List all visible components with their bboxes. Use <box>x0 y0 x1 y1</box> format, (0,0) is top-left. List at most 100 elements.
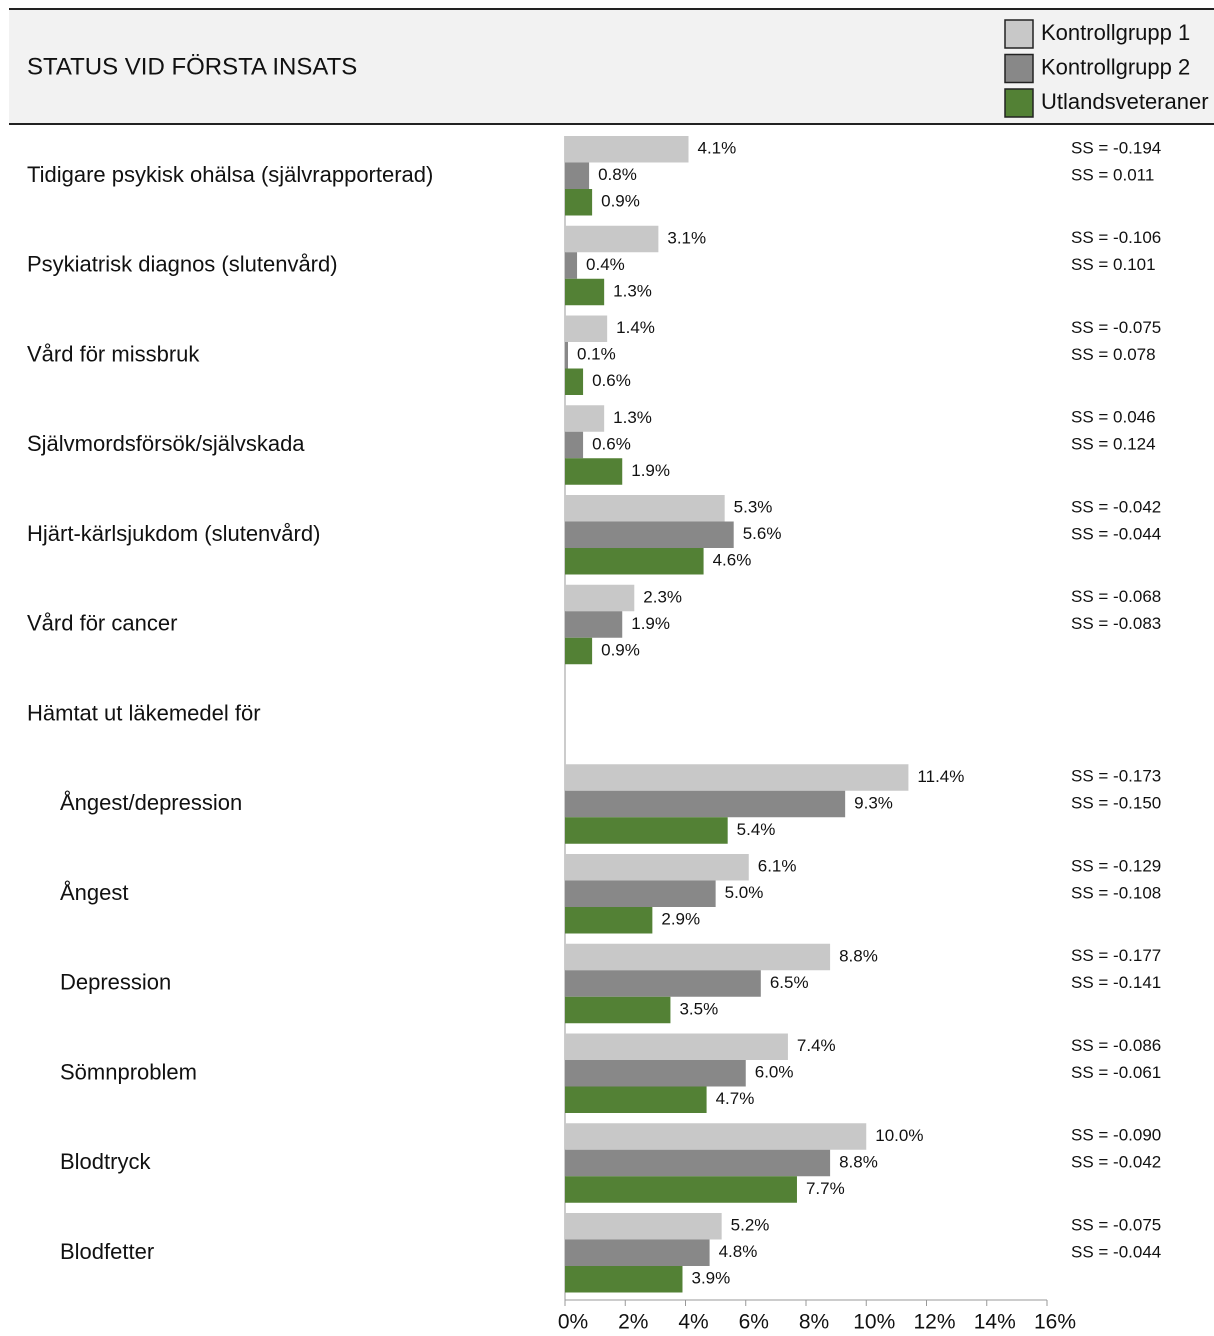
bar <box>565 970 761 997</box>
ss-label: SS = -0.083 <box>1071 614 1161 633</box>
value-label: 10.0% <box>875 1126 923 1145</box>
legend-label: Kontrollgrupp 2 <box>1041 54 1190 79</box>
value-label: 1.9% <box>631 461 670 480</box>
bar <box>565 548 704 575</box>
ss-label: SS = 0.124 <box>1071 435 1156 454</box>
value-label: 0.1% <box>577 345 616 364</box>
bar <box>565 790 846 818</box>
ss-label: SS = -0.061 <box>1071 1063 1161 1082</box>
category-label: Blodtryck <box>60 1149 151 1174</box>
category-label: Psykiatrisk diagnos (slutenvård) <box>27 252 338 277</box>
x-tick-label: 16% <box>1034 1311 1076 1334</box>
value-label: 8.8% <box>839 1152 878 1171</box>
value-label: 0.8% <box>598 165 637 184</box>
legend-swatch <box>1004 88 1034 118</box>
value-label: 0.9% <box>601 192 640 211</box>
bar <box>565 764 909 791</box>
legend-swatch <box>1004 19 1034 49</box>
chart-title: STATUS VID FÖRSTA INSATS <box>27 53 357 80</box>
x-tick-label: 0% <box>558 1311 588 1334</box>
bar <box>565 1149 831 1177</box>
bar <box>565 252 578 279</box>
bar <box>565 1086 707 1113</box>
value-label: 6.1% <box>758 857 797 876</box>
value-label: 8.8% <box>839 946 878 965</box>
bar <box>565 189 593 216</box>
value-label: 5.2% <box>731 1216 770 1235</box>
legend-label: Utlandsveteraner <box>1041 89 1209 114</box>
ss-label: SS = 0.078 <box>1071 345 1156 364</box>
ss-label: SS = -0.042 <box>1071 497 1161 516</box>
value-label: 1.3% <box>613 408 652 427</box>
value-label: 3.9% <box>691 1269 730 1288</box>
value-label: 4.6% <box>713 551 752 570</box>
bar <box>565 907 653 934</box>
ss-label: SS = -0.173 <box>1071 767 1161 786</box>
x-tick-label: 2% <box>618 1311 648 1334</box>
value-label: 11.4% <box>917 767 964 786</box>
bar <box>565 1213 722 1240</box>
category-label: Tidigare psykisk ohälsa (självrapportera… <box>27 162 433 187</box>
value-label: 1.9% <box>631 614 670 633</box>
value-label: 3.1% <box>667 228 706 247</box>
x-tick-label: 10% <box>853 1311 895 1334</box>
bar <box>565 136 689 163</box>
value-label: 0.9% <box>601 640 640 659</box>
value-label: 5.6% <box>743 524 782 543</box>
value-label: 6.0% <box>755 1063 794 1082</box>
x-tick-label: 6% <box>739 1311 769 1334</box>
ss-label: SS = -0.108 <box>1071 883 1161 902</box>
ss-label: SS = -0.075 <box>1071 318 1161 337</box>
value-label: 4.1% <box>698 139 737 158</box>
value-label: 0.6% <box>592 371 631 390</box>
bar <box>565 1239 710 1266</box>
value-label: 2.9% <box>661 910 700 929</box>
x-tick-label: 12% <box>913 1311 955 1334</box>
ss-label: SS = -0.068 <box>1071 587 1161 606</box>
legend-swatch <box>1004 53 1034 84</box>
ss-label: SS = -0.075 <box>1071 1215 1161 1234</box>
category-label: Hämtat ut läkemedel för <box>27 700 261 725</box>
value-label: 5.3% <box>734 498 773 517</box>
bar <box>565 1123 867 1150</box>
value-label: 5.0% <box>725 883 764 902</box>
ss-label: SS = -0.177 <box>1071 946 1161 965</box>
value-label: 0.4% <box>586 255 625 274</box>
ss-label: SS = 0.011 <box>1071 165 1154 184</box>
ss-label: SS = -0.129 <box>1071 856 1161 875</box>
ss-label: SS = -0.194 <box>1071 138 1161 157</box>
category-label: Vård för cancer <box>27 611 177 636</box>
category-label: Självmordsförsök/självskada <box>27 431 305 456</box>
value-label: 1.3% <box>613 281 652 300</box>
bar <box>565 637 593 665</box>
x-tick-label: 4% <box>678 1311 708 1334</box>
value-label: 4.7% <box>716 1089 755 1108</box>
value-label: 3.5% <box>679 999 718 1018</box>
bar <box>565 278 605 306</box>
bar <box>565 368 584 395</box>
ss-label: SS = 0.101 <box>1071 255 1156 274</box>
ss-label: SS = -0.086 <box>1071 1036 1161 1055</box>
bar <box>565 458 623 485</box>
category-label: Sömnproblem <box>60 1059 197 1084</box>
bar <box>565 584 635 612</box>
bar <box>565 1033 788 1060</box>
bar <box>565 431 584 459</box>
bar <box>565 611 623 638</box>
ss-label: SS = -0.106 <box>1071 228 1161 247</box>
bar <box>565 817 728 844</box>
x-tick-label: 8% <box>799 1311 829 1334</box>
ss-label: SS = -0.044 <box>1071 524 1161 543</box>
category-label: Ångest/depression <box>60 790 242 815</box>
category-label: Depression <box>60 970 171 995</box>
bar <box>565 342 569 369</box>
legend-label: Kontrollgrupp 1 <box>1041 20 1190 45</box>
value-label: 1.4% <box>616 318 655 337</box>
ss-label: SS = 0.046 <box>1071 408 1156 427</box>
bar <box>565 495 725 522</box>
value-label: 7.4% <box>797 1036 836 1055</box>
value-label: 9.3% <box>854 793 893 812</box>
category-label: Blodfetter <box>60 1239 154 1264</box>
bar <box>565 1266 683 1293</box>
